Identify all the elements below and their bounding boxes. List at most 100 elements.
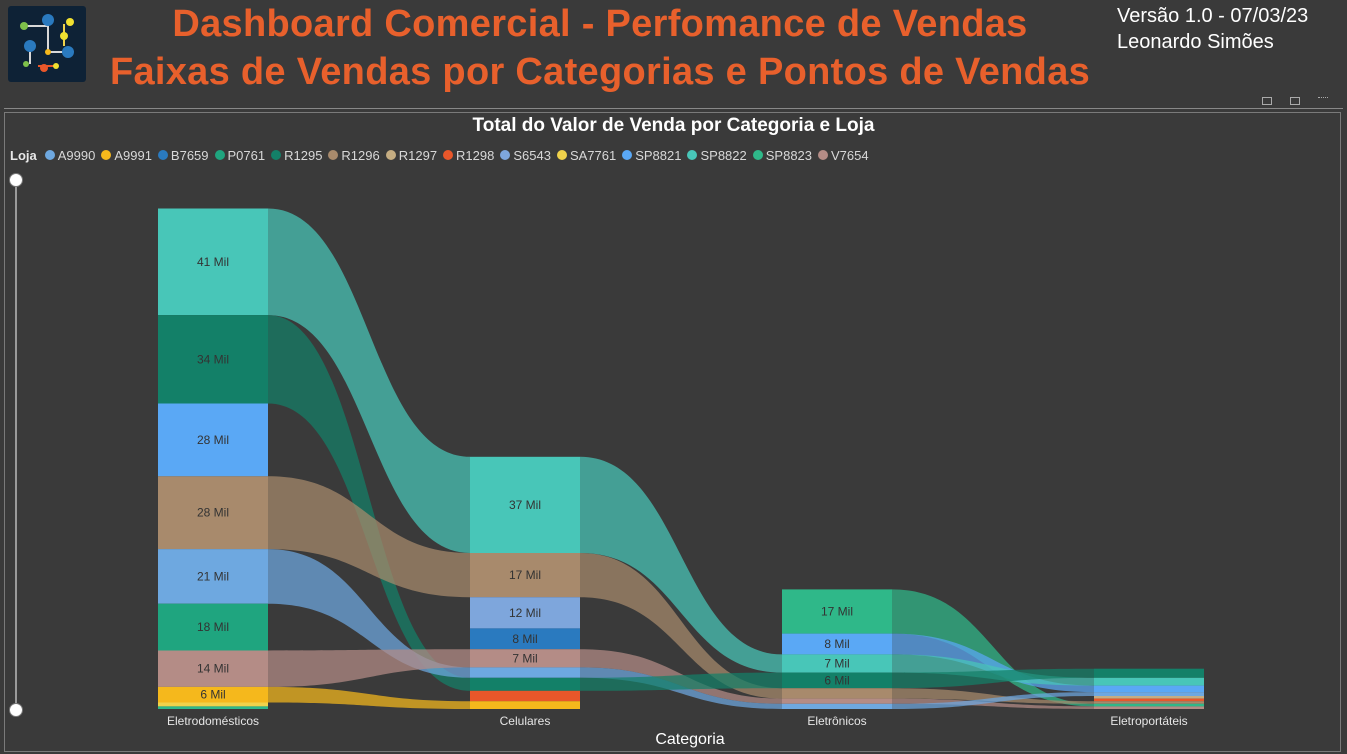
sankey-node-r1297[interactable] bbox=[1094, 696, 1204, 699]
sankey-node-r1295[interactable] bbox=[1094, 668, 1204, 678]
sankey-link-sp8822[interactable] bbox=[268, 208, 470, 554]
sankey-node-sp8821[interactable] bbox=[1094, 685, 1204, 693]
legend-label: SA7761 bbox=[569, 147, 617, 163]
sankey-node-v7654[interactable] bbox=[782, 698, 892, 704]
chart-legend: Loja A9990 A9991 B7659 P0761 R1295 R1296 R1297… bbox=[10, 146, 875, 164]
sankey-node-sa7761[interactable] bbox=[158, 702, 268, 707]
sankey-node-a9991[interactable] bbox=[470, 701, 580, 709]
zoom-slider-top-handle[interactable] bbox=[9, 173, 23, 187]
chart-title: Total do Valor de Venda por Categoria e … bbox=[472, 115, 875, 136]
legend-item-v7654[interactable]: V7654 bbox=[818, 148, 869, 163]
legend-item-a9990[interactable]: A9990 bbox=[44, 147, 96, 163]
legend-item-r1298[interactable]: R1298 bbox=[443, 148, 494, 163]
sankey-visual-frame[interactable] bbox=[4, 112, 1341, 752]
sankey-links bbox=[268, 208, 1094, 709]
legend-label: V7654 bbox=[831, 147, 869, 163]
legend-item-sp8823[interactable]: SP8823 bbox=[752, 147, 813, 163]
data-label: 7 Mil bbox=[512, 651, 537, 665]
legend-item-sp8821[interactable]: SP8821 bbox=[622, 148, 681, 163]
version-label: Versão 1.0 - 07/03/23 bbox=[1117, 5, 1309, 27]
sankey-link-a9990[interactable] bbox=[268, 549, 470, 678]
sankey-link-r1295[interactable] bbox=[268, 315, 470, 691]
legend-dot bbox=[500, 150, 511, 160]
sankey-link-v7654[interactable] bbox=[268, 649, 470, 687]
legend-dot bbox=[687, 150, 698, 160]
legend-dot bbox=[101, 150, 112, 160]
legend-item-a9991[interactable]: A9991 bbox=[101, 148, 152, 163]
sankey-node-v7654[interactable] bbox=[1094, 706, 1204, 709]
legend-label: A9990 bbox=[57, 147, 96, 163]
sankey-node-sp8821[interactable] bbox=[782, 633, 892, 655]
sankey-node-r1295[interactable] bbox=[782, 672, 892, 689]
sankey-node-s6543[interactable] bbox=[470, 597, 580, 629]
sankey-link-sp8823[interactable] bbox=[892, 589, 1094, 707]
more-options-icon[interactable] bbox=[1318, 97, 1328, 105]
legend-item-r1295[interactable]: R1295 bbox=[271, 148, 322, 163]
sankey-node-r1295[interactable] bbox=[470, 677, 580, 691]
sankey-node-sp8822[interactable] bbox=[1094, 677, 1204, 686]
sankey-node-r1296[interactable] bbox=[1094, 701, 1204, 704]
zoom-slider-track[interactable] bbox=[15, 180, 17, 710]
sankey-node-v7654[interactable] bbox=[158, 650, 268, 687]
data-label: 7 Mil bbox=[824, 657, 849, 671]
sankey-node-r1298[interactable] bbox=[1094, 698, 1204, 702]
legend-item-s6543[interactable]: S6543 bbox=[500, 148, 551, 163]
sankey-link-r1295[interactable] bbox=[580, 672, 782, 691]
sankey-node-p0761[interactable] bbox=[158, 603, 268, 651]
sankey-node-sp8823[interactable] bbox=[782, 589, 892, 634]
sankey-node-r1296[interactable] bbox=[158, 476, 268, 550]
legend-item-sp8822[interactable]: SP8822 bbox=[687, 148, 747, 163]
filter-icon[interactable] bbox=[1262, 97, 1272, 105]
legend-item-r1297[interactable]: R1297 bbox=[385, 147, 438, 163]
focus-mode-icon[interactable] bbox=[1290, 97, 1300, 105]
sankey-node-b7659[interactable] bbox=[470, 628, 580, 650]
sankey-node-r1296[interactable] bbox=[470, 553, 580, 598]
legend-item-sa7761[interactable]: SA7761 bbox=[556, 147, 617, 163]
sankey-link-r1296[interactable] bbox=[892, 688, 1094, 704]
sankey-node-a9990[interactable] bbox=[158, 549, 268, 604]
sankey-link-r1295[interactable] bbox=[892, 668, 1094, 689]
data-label: 12 Mil bbox=[509, 606, 541, 620]
data-label: 21 Mil bbox=[197, 569, 229, 583]
legend-item-p0761[interactable]: P0761 bbox=[214, 148, 265, 163]
legend-dot bbox=[44, 150, 55, 160]
data-label: 18 Mil bbox=[197, 620, 229, 634]
sankey-link-a9991[interactable] bbox=[268, 686, 470, 709]
sankey-link-r1296[interactable] bbox=[580, 553, 782, 699]
zoom-slider-bottom-handle[interactable] bbox=[9, 703, 23, 717]
dashboard-subtitle: Faixas de Vendas por Categorias e Pontos… bbox=[109, 51, 1091, 93]
sankey-node-a9990[interactable] bbox=[782, 703, 892, 709]
sankey-node-v7654[interactable] bbox=[470, 649, 580, 668]
sankey-node-sp8822[interactable] bbox=[158, 208, 268, 316]
sankey-link-r1296[interactable] bbox=[268, 476, 470, 598]
sankey-node-a9990[interactable] bbox=[470, 667, 580, 678]
sankey-link-a9990[interactable] bbox=[892, 692, 1094, 709]
sankey-node-r1295[interactable] bbox=[158, 315, 268, 404]
sankey-node-r1296[interactable] bbox=[782, 688, 892, 699]
legend-label: B7659 bbox=[170, 147, 209, 163]
sankey-link-v7654[interactable] bbox=[892, 698, 1094, 709]
sankey-node-sp8823[interactable] bbox=[1094, 703, 1204, 707]
sankey-node-r1298[interactable] bbox=[470, 690, 580, 702]
legend-dot bbox=[157, 150, 168, 160]
data-label: 17 Mil bbox=[821, 605, 853, 619]
legend-label: R1297 bbox=[398, 147, 438, 163]
sankey-link-sp8821[interactable] bbox=[892, 633, 1094, 693]
data-label: 41 Mil bbox=[197, 255, 229, 269]
legend-label: R1298 bbox=[456, 147, 495, 163]
sankey-link-sp8822[interactable] bbox=[580, 456, 782, 673]
sankey-node-a9991[interactable] bbox=[158, 686, 268, 703]
sankey-node-sp8822[interactable] bbox=[782, 654, 892, 673]
legend-dot bbox=[818, 150, 829, 160]
legend-item-b7659[interactable]: B7659 bbox=[157, 147, 209, 163]
sankey-node-sp8821[interactable] bbox=[158, 403, 268, 477]
legend-dot bbox=[328, 150, 339, 160]
data-label: 6 Mil bbox=[824, 673, 849, 687]
sankey-node-a9990[interactable] bbox=[1094, 692, 1204, 696]
legend-item-r1296[interactable]: R1296 bbox=[328, 148, 380, 163]
sankey-node-sp8822[interactable] bbox=[470, 456, 580, 553]
sankey-node-sp8823[interactable] bbox=[158, 706, 268, 709]
legend-label: SP8823 bbox=[765, 147, 813, 163]
legend-dot bbox=[214, 150, 225, 160]
